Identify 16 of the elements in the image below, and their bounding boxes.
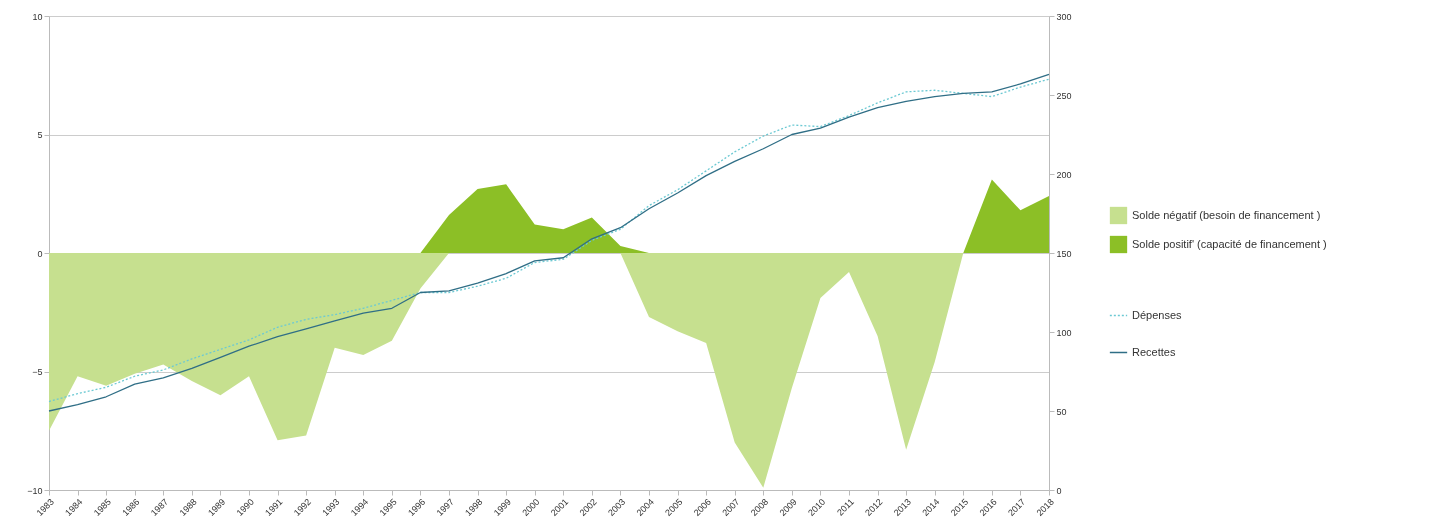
y2-tick-label: 300 bbox=[1056, 11, 1072, 22]
y-tick-label: 0 bbox=[37, 248, 43, 259]
y2-tick-label: 250 bbox=[1056, 90, 1072, 101]
legend-label: Recettes bbox=[1132, 345, 1176, 358]
legend-label: Solde négatif (besoin de financement ) bbox=[1132, 208, 1321, 221]
y2-tick-label: 200 bbox=[1056, 169, 1072, 180]
y-tick-label: 5 bbox=[37, 130, 43, 140]
y2-tick-label: 0 bbox=[1056, 485, 1062, 496]
y2-tick-label: 100 bbox=[1056, 327, 1072, 338]
y2-tick-label: 150 bbox=[1056, 248, 1072, 259]
y2-tick-label: 50 bbox=[1056, 406, 1067, 417]
legend-label: Dépenses bbox=[1132, 308, 1183, 321]
y-tick-label: −5 bbox=[32, 367, 43, 377]
y-tick-label: −10 bbox=[27, 485, 43, 496]
legend-label: Solde positif' (capacité de financement ) bbox=[1132, 237, 1327, 250]
y-tick-label: 10 bbox=[32, 11, 43, 22]
